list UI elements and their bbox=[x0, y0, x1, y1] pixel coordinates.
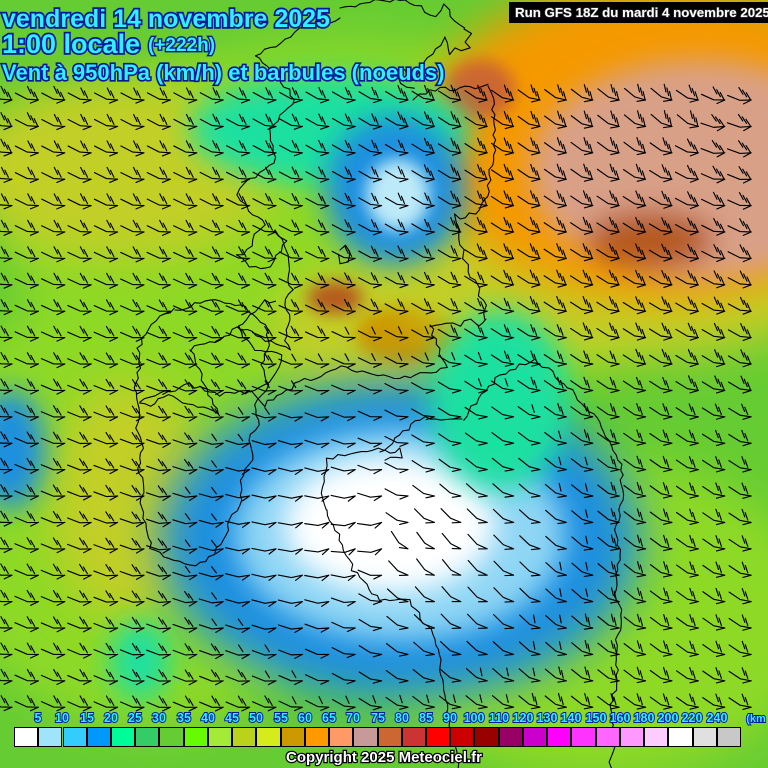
svg-text:110: 110 bbox=[489, 711, 509, 725]
svg-text:160: 160 bbox=[610, 711, 631, 725]
svg-text:25: 25 bbox=[128, 711, 142, 725]
svg-text:50: 50 bbox=[249, 711, 263, 725]
svg-text:200: 200 bbox=[658, 711, 679, 725]
svg-text:Vent à 950hPa (km/h) et barbul: Vent à 950hPa (km/h) et barbules (noeuds… bbox=[2, 60, 445, 85]
svg-text:(km: (km bbox=[746, 713, 766, 725]
svg-text:60: 60 bbox=[298, 711, 312, 725]
svg-text:15: 15 bbox=[80, 711, 94, 725]
svg-text:5: 5 bbox=[35, 711, 42, 725]
svg-text:Run GFS 18Z du mardi 4 novembr: Run GFS 18Z du mardi 4 novembre 2025 bbox=[515, 5, 768, 20]
svg-text:40: 40 bbox=[201, 711, 215, 725]
svg-text:1:00 locale: 1:00 locale bbox=[2, 29, 140, 59]
svg-text:55: 55 bbox=[274, 711, 288, 725]
svg-text:90: 90 bbox=[443, 711, 457, 725]
svg-text:10: 10 bbox=[55, 711, 69, 725]
svg-text:85: 85 bbox=[419, 711, 433, 725]
svg-text:150: 150 bbox=[586, 711, 607, 725]
svg-text:100: 100 bbox=[464, 711, 485, 725]
svg-text:180: 180 bbox=[634, 711, 655, 725]
svg-text:220: 220 bbox=[682, 711, 703, 725]
svg-text:Copyright 2025 Meteociel.fr: Copyright 2025 Meteociel.fr bbox=[286, 749, 482, 766]
svg-text:75: 75 bbox=[371, 711, 385, 725]
svg-text:35: 35 bbox=[177, 711, 191, 725]
svg-text:30: 30 bbox=[152, 711, 166, 725]
svg-text:(+222h): (+222h) bbox=[148, 35, 215, 56]
svg-text:65: 65 bbox=[322, 711, 336, 725]
svg-text:45: 45 bbox=[225, 711, 239, 725]
svg-text:70: 70 bbox=[346, 711, 360, 725]
svg-text:80: 80 bbox=[395, 711, 409, 725]
svg-text:120: 120 bbox=[513, 711, 534, 725]
svg-text:140: 140 bbox=[561, 711, 582, 725]
svg-text:240: 240 bbox=[707, 711, 728, 725]
svg-text:130: 130 bbox=[537, 711, 558, 725]
svg-text:20: 20 bbox=[104, 711, 118, 725]
